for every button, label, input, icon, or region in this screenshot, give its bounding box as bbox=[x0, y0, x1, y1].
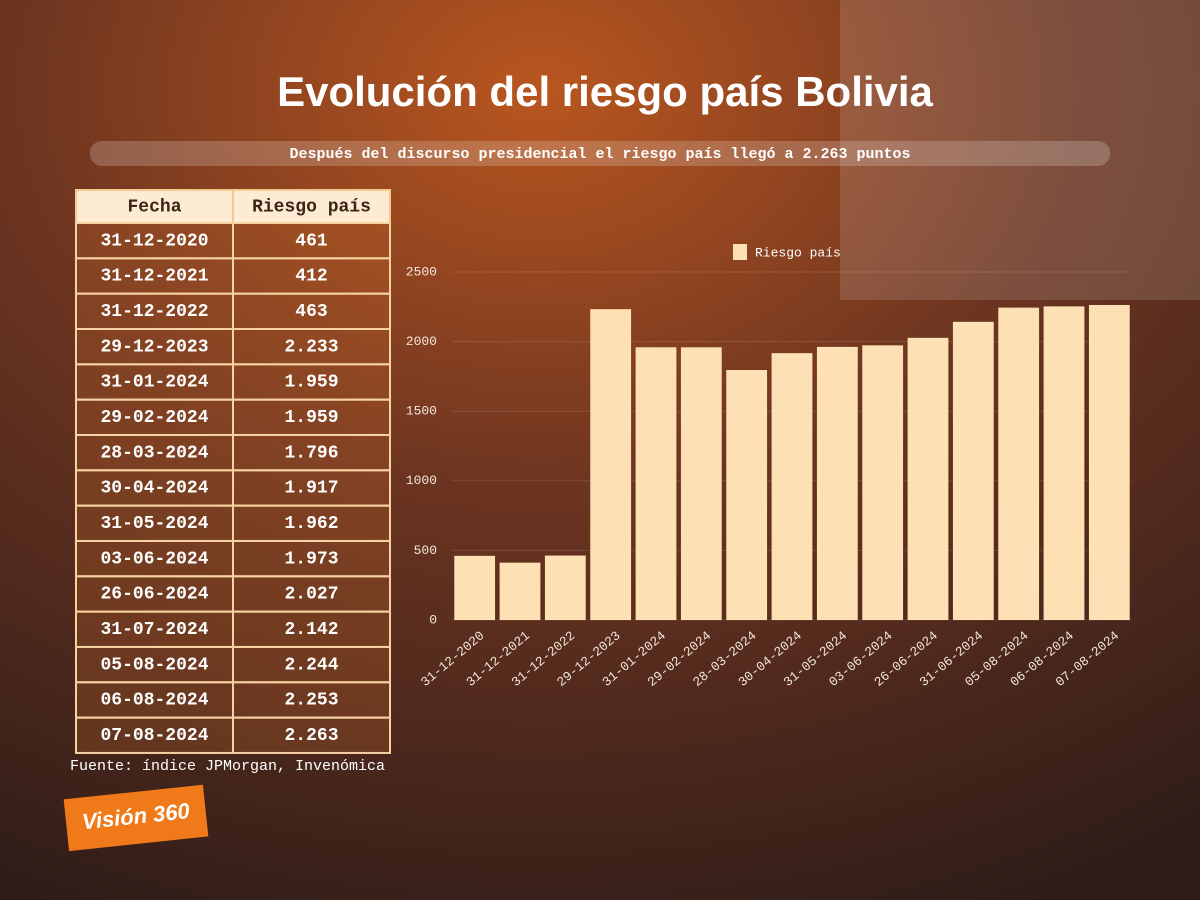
table-cell bbox=[232, 504, 391, 542]
table-cell bbox=[75, 539, 234, 578]
cell-text: 461 bbox=[295, 231, 328, 251]
table-cell bbox=[232, 469, 391, 507]
header-cell bbox=[232, 189, 391, 224]
cell-text: 30-04-2024 bbox=[100, 479, 208, 499]
header-text: Fecha bbox=[127, 197, 181, 217]
bar bbox=[680, 347, 722, 620]
bar bbox=[544, 555, 586, 620]
cell-text: 05-08-2024 bbox=[100, 655, 208, 675]
legend-label: Riesgo país bbox=[755, 245, 841, 260]
cell-text: 31-01-2024 bbox=[100, 373, 208, 393]
cell-text: 31-12-2020 bbox=[100, 231, 208, 251]
bar bbox=[726, 369, 768, 620]
cell-text: 412 bbox=[295, 267, 327, 287]
background-panel bbox=[840, 0, 1200, 300]
table-cell bbox=[75, 469, 234, 507]
table-cell bbox=[75, 363, 234, 401]
table-cell bbox=[232, 327, 391, 366]
cell-text: 31-12-2021 bbox=[100, 267, 208, 287]
table-cell bbox=[75, 645, 234, 684]
logo-box bbox=[63, 784, 209, 852]
subtitle: Después del discurso presidencial el rie… bbox=[289, 146, 910, 163]
table-cell bbox=[232, 575, 391, 613]
source: Fuente: índice JPMorgan, Invenómica bbox=[70, 758, 385, 775]
title: Evolución del riesgo país Bolivia bbox=[277, 68, 933, 115]
cell-text: 2.027 bbox=[284, 585, 338, 605]
cell-text: 26-06-2024 bbox=[100, 585, 208, 605]
cell-text: 1.959 bbox=[284, 373, 338, 393]
cell-text: 1.962 bbox=[284, 514, 338, 534]
bar bbox=[771, 353, 813, 620]
y-tick-label: 1500 bbox=[406, 404, 437, 419]
cell-text: 31-05-2024 bbox=[100, 514, 208, 534]
bar bbox=[454, 555, 496, 620]
cell-text: 29-02-2024 bbox=[100, 408, 208, 428]
table: Fecha Riesgo país 31-12-2020 461 31-12-2021 4… bbox=[75, 189, 391, 754]
table-cell bbox=[232, 645, 391, 684]
subtitle-bar bbox=[90, 141, 1110, 166]
bar bbox=[1088, 304, 1130, 620]
cell-text: 463 bbox=[295, 302, 327, 322]
logo: Visión 360 bbox=[63, 784, 209, 852]
cell-text: 07-08-2024 bbox=[100, 726, 208, 746]
bar bbox=[590, 309, 632, 620]
cell-text: 2.233 bbox=[284, 337, 338, 357]
bar bbox=[816, 346, 858, 620]
table-cell bbox=[75, 257, 234, 295]
table-cell bbox=[232, 716, 391, 754]
cell-text: 1.959 bbox=[284, 408, 338, 428]
cell-text: 2.253 bbox=[284, 691, 338, 711]
cell-text: 31-12-2022 bbox=[100, 302, 208, 322]
cell-text: 2.142 bbox=[284, 620, 338, 640]
table-cell bbox=[232, 292, 391, 330]
cell-text: 31-07-2024 bbox=[100, 620, 208, 640]
bar bbox=[862, 345, 904, 620]
y-tick-label: 0 bbox=[429, 612, 437, 627]
table-cell bbox=[232, 610, 391, 648]
bar bbox=[1043, 306, 1085, 620]
y-tick-label: 500 bbox=[414, 543, 437, 558]
cell-text: 28-03-2024 bbox=[100, 443, 208, 463]
bar bbox=[499, 562, 541, 620]
y-tick-label: 1000 bbox=[406, 473, 437, 488]
cell-text: 1.796 bbox=[284, 443, 338, 463]
bar bbox=[907, 337, 949, 620]
cell-text: 1.973 bbox=[284, 549, 338, 569]
header-text: Riesgo país bbox=[252, 197, 371, 217]
cell-text: 2.244 bbox=[284, 655, 338, 675]
cell-text: 2.263 bbox=[284, 726, 338, 746]
cell-text: 1.917 bbox=[284, 479, 338, 499]
y-tick-label: 2000 bbox=[406, 334, 437, 349]
table-cell bbox=[75, 222, 234, 260]
bar bbox=[952, 321, 994, 620]
bar bbox=[998, 307, 1040, 620]
table-cell bbox=[75, 716, 234, 754]
cell-text: 03-06-2024 bbox=[100, 549, 208, 569]
cell-text: 06-08-2024 bbox=[100, 691, 208, 711]
legend-swatch bbox=[733, 244, 747, 260]
cell-text: 29-12-2023 bbox=[100, 337, 208, 357]
bar bbox=[635, 347, 677, 620]
y-tick-label: 2500 bbox=[406, 264, 437, 279]
